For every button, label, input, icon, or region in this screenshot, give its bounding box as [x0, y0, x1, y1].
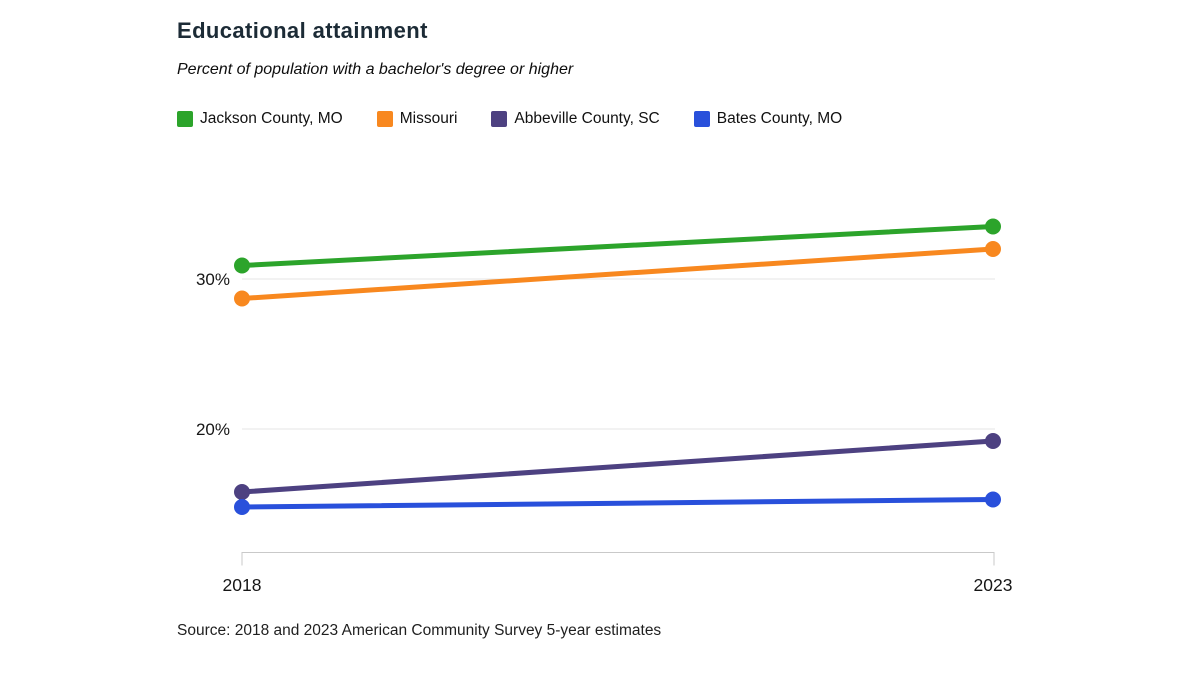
series-line-bates-county-mo [239, 497, 996, 510]
y-axis-tick-label: 30% [196, 270, 230, 289]
legend-swatch-icon [376, 111, 393, 127]
data-point-jackson-county-mo-2023 [985, 218, 1001, 235]
data-point-bates-county-mo-2018 [234, 499, 250, 515]
data-point-missouri-2018 [234, 290, 250, 307]
series-line-jackson-county-mo [239, 224, 996, 268]
data-point-bates-county-mo-2023 [985, 491, 1001, 508]
data-point-abbeville-county-sc-2023 [985, 433, 1001, 449]
legend: Jackson County, MO Missouri Abbeville Coun… [177, 110, 842, 128]
source-note: Source: 2018 and 2023 American Community… [177, 622, 662, 639]
legend-item-jackson-county-mo: Jackson County, MO [177, 110, 343, 128]
data-point-abbeville-county-sc-2018 [234, 484, 250, 500]
legend-label: Jackson County, MO [200, 110, 343, 127]
x-axis-tick-label: 2023 [974, 575, 1013, 595]
chart-title: Educational attainment [177, 18, 428, 43]
x-axis-line [241, 552, 995, 566]
data-point-missouri-2023 [985, 241, 1001, 257]
chart-subtitle: Percent of population with a bachelor's … [177, 61, 574, 78]
legend-item-missouri: Missouri [376, 110, 458, 128]
legend-item-bates-county-mo: Bates County, MO [693, 110, 843, 128]
x-axis-tick-label: 2018 [223, 575, 262, 595]
legend-swatch-icon [693, 111, 710, 127]
series-line-missouri [239, 246, 996, 301]
legend-swatch-icon [491, 111, 508, 127]
y-axis-tick-label: 20% [196, 420, 230, 439]
legend-label: Missouri [399, 110, 458, 127]
legend-item-abbeville-county-sc: Abbeville County, SC [491, 110, 660, 128]
series-line-abbeville-county-sc [239, 438, 996, 495]
legend-label: Bates County, MO [716, 110, 843, 127]
legend-swatch-icon [177, 111, 193, 127]
data-point-jackson-county-mo-2018 [234, 257, 250, 274]
legend-label: Abbeville County, SC [514, 110, 660, 127]
